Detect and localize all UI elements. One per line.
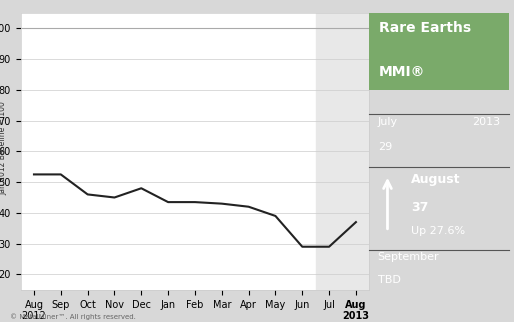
Text: TBD: TBD [378, 275, 400, 285]
Bar [370, 13, 509, 90]
Text: July: July [378, 117, 398, 127]
Text: 37: 37 [411, 201, 429, 214]
Text: MMI®: MMI® [379, 65, 426, 80]
Text: September: September [378, 252, 439, 262]
Text: © MetalMiner™. All rights reserved.: © MetalMiner™. All rights reserved. [10, 314, 136, 320]
Text: 29: 29 [378, 142, 392, 152]
Text: August: August [411, 174, 461, 186]
Text: 2013: 2013 [472, 117, 501, 127]
Text: Jan 2012 Baseline = 100: Jan 2012 Baseline = 100 [0, 101, 7, 195]
Text: Up 27.6%: Up 27.6% [411, 226, 465, 236]
Bar [316, 13, 370, 290]
Text: Rare Earths: Rare Earths [379, 21, 471, 35]
